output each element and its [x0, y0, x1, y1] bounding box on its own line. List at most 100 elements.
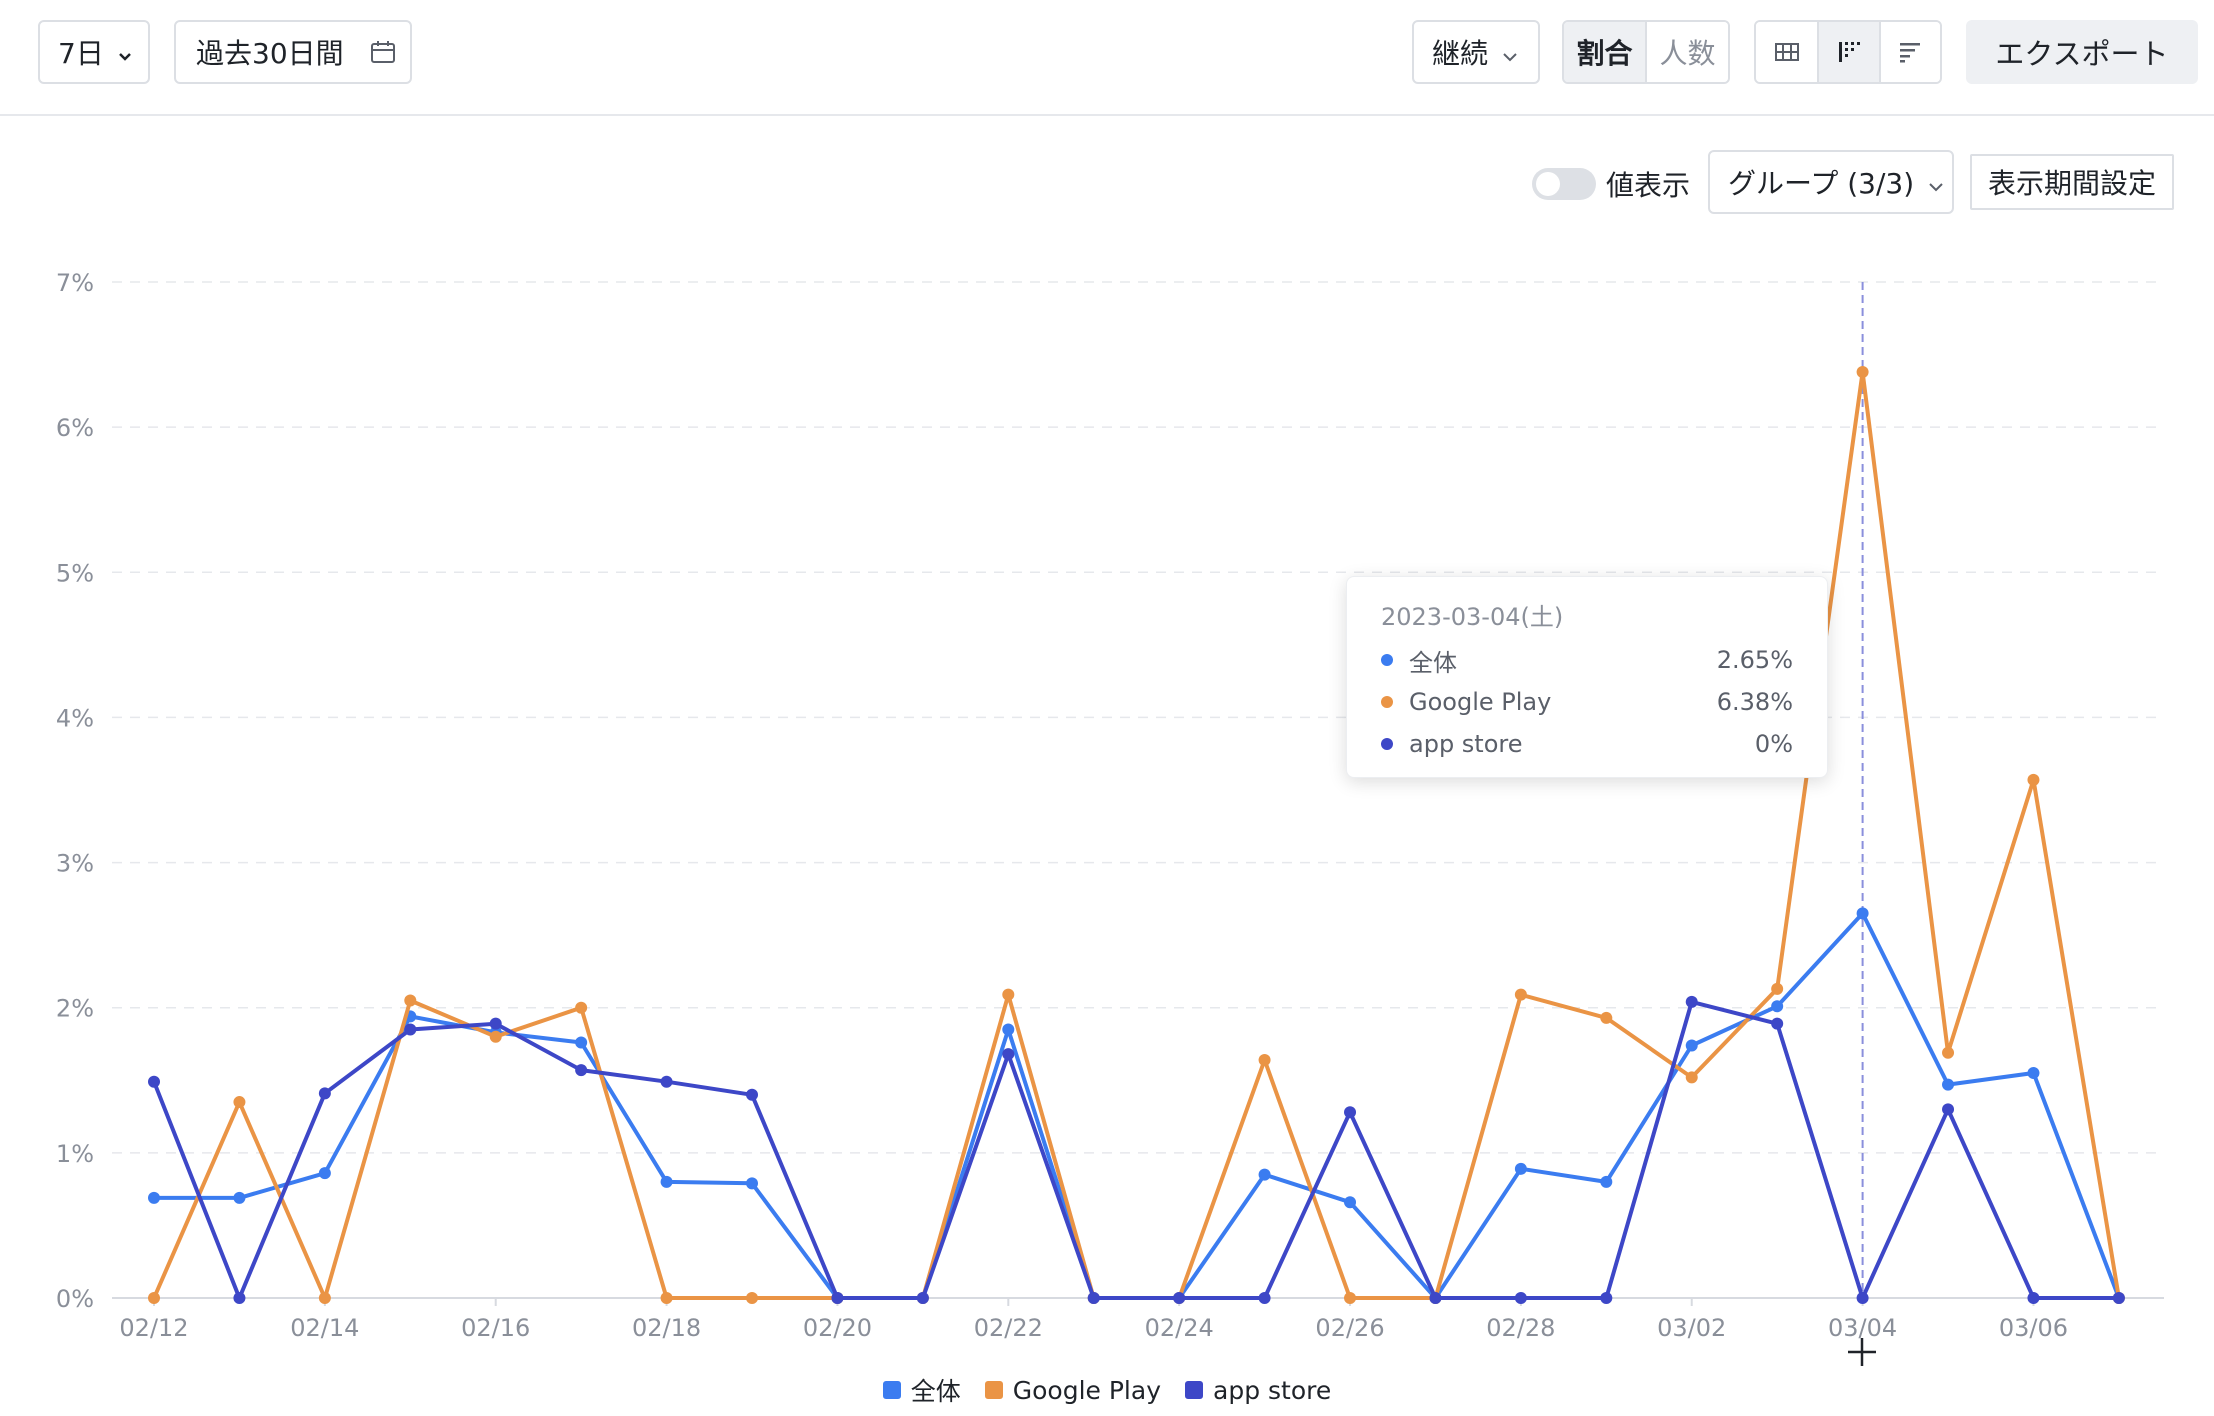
toggle-knob — [1536, 172, 1560, 196]
matrix-icon — [1838, 42, 1860, 62]
data-point — [575, 1064, 588, 1077]
data-point — [1344, 1292, 1357, 1304]
interval-select[interactable]: 7日 — [38, 20, 150, 84]
value-display-label: 値表示 — [1606, 169, 1691, 202]
mode-select[interactable]: 継続 — [1412, 20, 1540, 84]
data-point — [1087, 1292, 1100, 1304]
legend-swatch — [984, 1381, 1003, 1399]
data-point — [2112, 1292, 2125, 1304]
data-point — [1002, 1023, 1015, 1036]
data-point — [746, 1088, 759, 1101]
y-tick-label: 3% — [56, 850, 94, 878]
chart-tooltip: 2023-03-04(土) 全体 2.65% Google Play 6.38%… — [1346, 576, 1828, 778]
y-axis: 0% 1% 2% 3% 4% 5% 6% 7% — [56, 269, 94, 1313]
data-point — [318, 1087, 331, 1100]
series-line — [152, 370, 2121, 1300]
date-range-picker[interactable]: 過去30日間 — [174, 20, 412, 84]
series-dot — [1381, 696, 1393, 708]
tooltip-series-value: 2.65% — [1716, 646, 1793, 674]
data-point — [1258, 1292, 1271, 1304]
export-button[interactable]: エクスポート — [1966, 20, 2198, 84]
data-point — [1002, 1048, 1015, 1061]
data-point — [2027, 1292, 2040, 1304]
metric-toggle: 割合 人数 — [1562, 20, 1730, 84]
triangle-icon — [1900, 43, 1921, 63]
ratio-tab[interactable]: 割合 — [1564, 22, 1645, 82]
data-point — [1600, 1292, 1613, 1304]
data-point — [1685, 1071, 1698, 1084]
period-setting-button[interactable]: 表示期間設定 — [1970, 154, 2174, 210]
chart-grid — [112, 281, 2164, 1299]
tooltip-series-name: app store — [1409, 730, 1523, 758]
group-value: グループ (3/3) — [1728, 167, 1915, 200]
table-view-button[interactable] — [1756, 22, 1818, 82]
count-tab[interactable]: 人数 — [1645, 22, 1728, 82]
tooltip-series-value: 6.38% — [1716, 688, 1793, 716]
data-point — [1173, 1292, 1186, 1304]
x-axis: 02/12 02/14 02/16 02/18 02/20 02/22 02/24 02/26… — [119, 1298, 2068, 1342]
data-point — [404, 1023, 417, 1036]
interval-value: 7日 — [58, 37, 104, 70]
data-point — [1514, 1292, 1527, 1304]
x-tick-label: 03/04 — [1828, 1314, 1897, 1342]
series-3 — [148, 995, 2125, 1304]
y-tick-label: 5% — [56, 559, 94, 587]
chart-legend: 全体 Google Play app store — [0, 1372, 2214, 1408]
matrix-view-button[interactable] — [1817, 22, 1879, 82]
data-point — [233, 1292, 246, 1304]
y-tick-label: 7% — [56, 269, 94, 297]
y-tick-label: 6% — [56, 414, 94, 442]
legend-item[interactable]: Google Play — [984, 1372, 1161, 1408]
data-point — [575, 1036, 588, 1049]
x-tick-label: 02/22 — [974, 1314, 1043, 1342]
y-tick-label: 0% — [56, 1285, 94, 1313]
tooltip-series-name: Google Play — [1409, 688, 1552, 716]
series-1 — [148, 907, 2125, 1304]
legend-label: Google Play — [1012, 1375, 1161, 1405]
data-point — [318, 1167, 331, 1180]
value-display-toggle[interactable] — [1532, 168, 1596, 200]
triangle-view-button[interactable] — [1878, 22, 1940, 82]
data-point — [1685, 995, 1698, 1008]
series-dot — [1381, 654, 1393, 666]
x-tick-label: 02/16 — [461, 1314, 530, 1342]
data-point — [1942, 1046, 1955, 1059]
x-tick-label: 02/28 — [1486, 1314, 1555, 1342]
data-point — [1771, 1017, 1784, 1030]
data-point — [1344, 1196, 1357, 1209]
data-point — [1942, 1103, 1955, 1116]
data-point — [233, 1191, 246, 1204]
data-point — [746, 1177, 759, 1190]
tooltip-row: Google Play 6.38% — [1381, 685, 1793, 719]
legend-item[interactable]: app store — [1185, 1372, 1331, 1408]
x-tick-label: 02/26 — [1315, 1314, 1384, 1342]
data-point — [1856, 365, 1869, 378]
legend-item[interactable]: 全体 — [882, 1372, 961, 1408]
data-point — [1429, 1292, 1442, 1304]
data-point — [746, 1292, 759, 1304]
data-point — [2027, 773, 2040, 786]
data-point — [404, 994, 417, 1007]
period-setting-label: 表示期間設定 — [1987, 167, 2156, 200]
series-dot — [1381, 738, 1393, 750]
legend-label: app store — [1213, 1375, 1332, 1405]
series-line — [152, 999, 2119, 1300]
chevron-down-icon — [1928, 166, 1944, 199]
data-point — [1771, 1000, 1784, 1013]
toolbar: 7日 過去30日間 継続 割合 人数 エクスポート — [0, 0, 2214, 116]
series-line — [154, 911, 2121, 1300]
x-tick-label: 03/06 — [1999, 1314, 2068, 1342]
legend-label: 全体 — [910, 1377, 961, 1406]
data-point — [489, 1030, 502, 1043]
tooltip-row: app store 0% — [1381, 727, 1793, 761]
y-tick-label: 2% — [56, 995, 94, 1023]
x-tick-label: 02/18 — [632, 1314, 701, 1342]
data-point — [1258, 1053, 1271, 1066]
date-range-value: 過去30日間 — [196, 37, 344, 70]
data-point — [1856, 1292, 1869, 1304]
data-point — [1002, 988, 1015, 1001]
data-point — [1600, 1011, 1613, 1024]
group-select[interactable]: グループ (3/3) — [1708, 150, 1954, 214]
tooltip-series-name: 全体 — [1409, 648, 1457, 677]
